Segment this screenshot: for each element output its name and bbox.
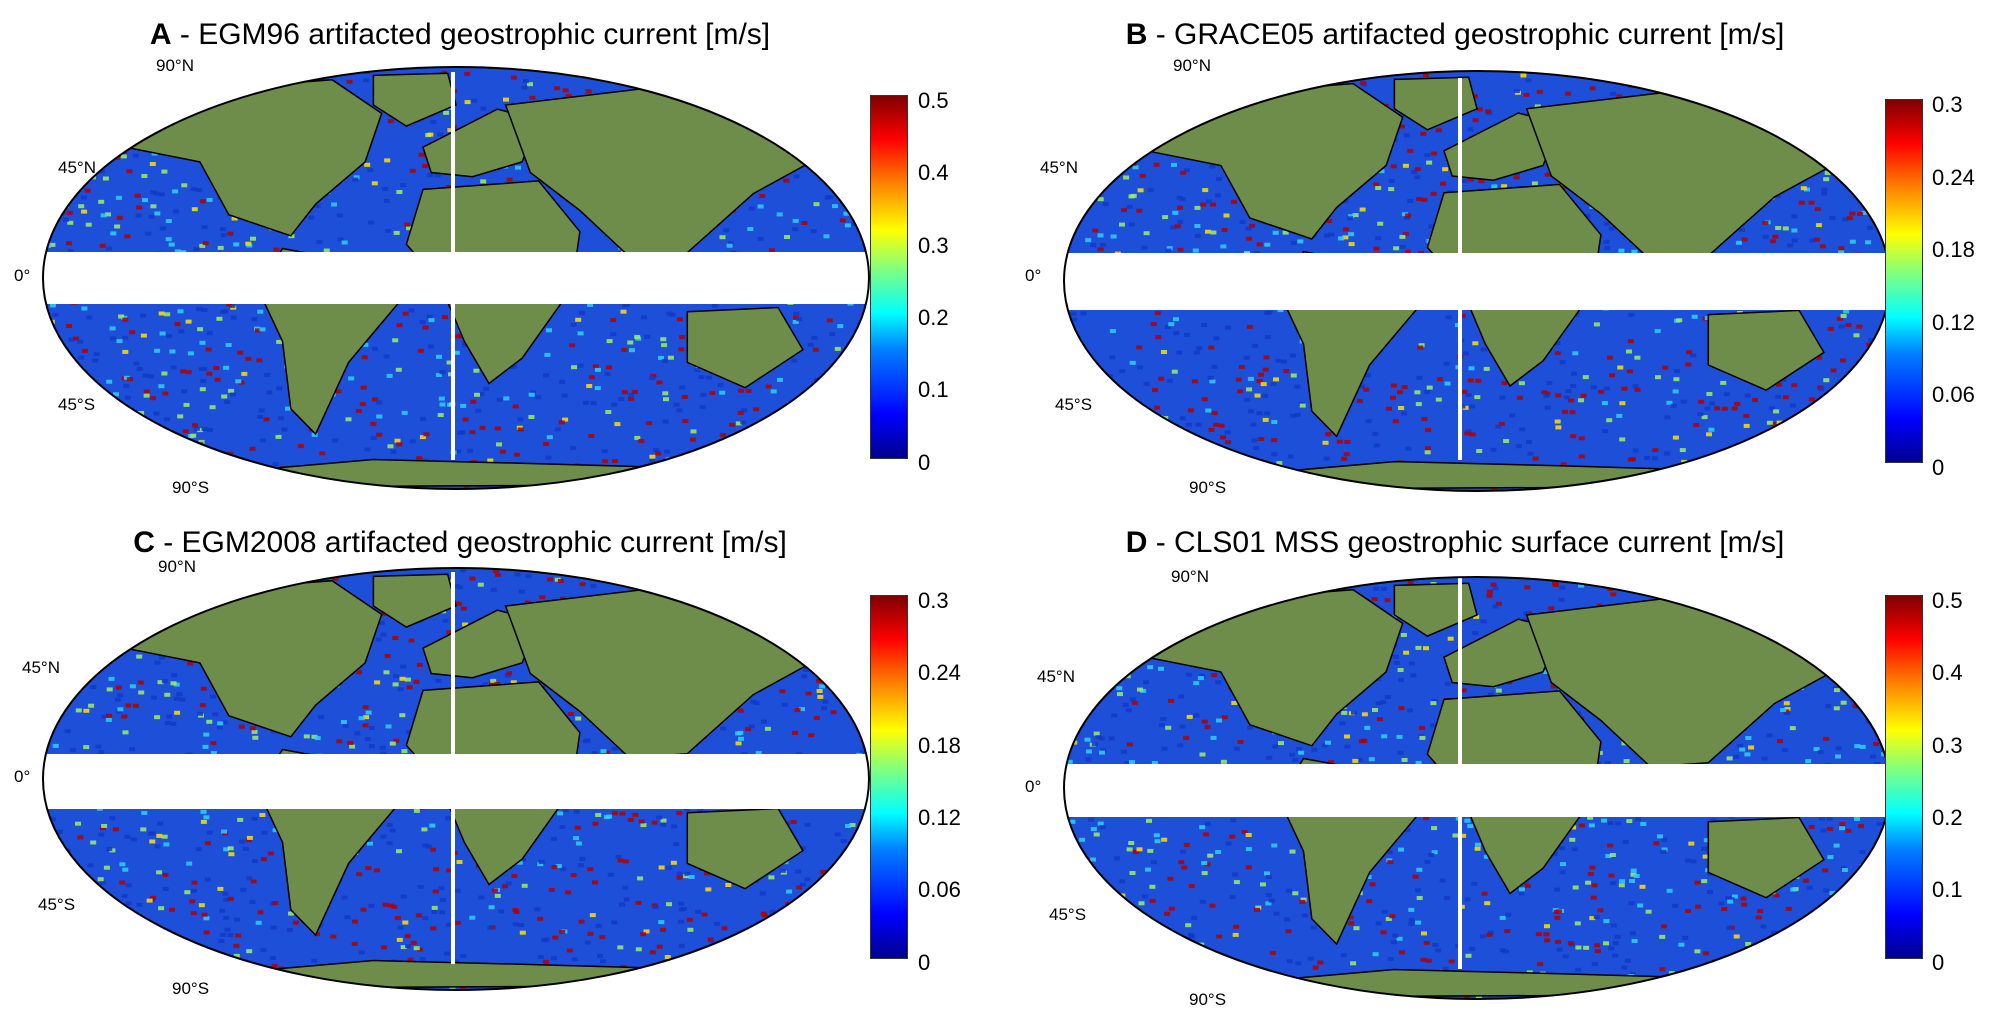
- colorbar-tick: 0.4: [918, 160, 949, 185]
- colorbar: [870, 95, 908, 459]
- landmass-northAmerica: [124, 78, 383, 237]
- equator-mask-band: [1064, 253, 1890, 310]
- colorbar-tick: 0.24: [1932, 165, 1975, 190]
- colorbar-tick: 0: [1932, 455, 1945, 480]
- lat-label-90s: 90°S: [172, 979, 210, 998]
- colorbar-tick: 0: [918, 450, 931, 475]
- landmass-greenland: [372, 573, 457, 628]
- panel-title-text: - CLS01 MSS geostrophic surface current …: [1147, 526, 1785, 559]
- panel-letter: B: [1125, 18, 1148, 51]
- colorbar-tick: 0.1: [918, 377, 949, 402]
- colorbar-tick: 0.5: [1932, 588, 1963, 613]
- colorbar-tick: 0.12: [1932, 310, 1975, 335]
- colorbar-tick: 0.3: [918, 588, 949, 613]
- meridian-gap: [1458, 577, 1462, 969]
- lat-label-90n: 90°N: [1173, 56, 1211, 75]
- map-frame: [42, 66, 870, 490]
- lat-label-45n: 45°N: [1040, 158, 1078, 177]
- meridian-gap: [451, 72, 455, 460]
- lat-label-90s: 90°S: [1189, 478, 1227, 497]
- colorbar-tick: 0.5: [918, 88, 949, 113]
- lat-label-90s: 90°S: [1189, 990, 1227, 1009]
- landmass-europe: [1443, 112, 1561, 181]
- lat-label-45s: 45°S: [1049, 905, 1087, 924]
- landmass-northAmerica: [124, 579, 383, 738]
- panel-title-text: - EGM96 artifacted geostrophic current […: [171, 18, 771, 51]
- panel-title: B - GRACE05 artifacted geostrophic curre…: [995, 18, 1915, 52]
- colorbar-tick: 0.18: [1932, 237, 1975, 262]
- landmass-australia: [686, 807, 804, 890]
- world-map: [1063, 576, 1891, 1000]
- colorbar-tick: 0.2: [918, 305, 949, 330]
- colorbar: [1885, 595, 1923, 959]
- panel-a: A - EGM96 artifacted geostrophic current…: [0, 0, 995, 509]
- lat-label-90n: 90°N: [1171, 567, 1209, 586]
- equator-mask-band: [43, 252, 869, 304]
- colorbar-tick: 0.3: [1932, 733, 1963, 758]
- lat-label-0: 0°: [1025, 266, 1042, 285]
- landmass-australia: [1707, 309, 1825, 392]
- map-body: [1064, 71, 1890, 491]
- panel-title: C - EGM2008 artifacted geostrophic curre…: [0, 526, 920, 560]
- landmass-greenland: [1393, 582, 1478, 637]
- landmass-australia: [686, 306, 804, 389]
- equator-mask-band: [1064, 764, 1890, 817]
- panel-letter: D: [1125, 526, 1148, 559]
- lat-label-45s: 45°S: [58, 395, 96, 414]
- lat-label-45n: 45°N: [58, 158, 96, 177]
- colorbar-tick: 0.06: [1932, 382, 1975, 407]
- colorbar-tick: 0.06: [918, 877, 961, 902]
- world-map: [42, 567, 870, 991]
- meridian-gap: [451, 572, 455, 964]
- map-frame: [42, 567, 870, 991]
- lat-label-45n: 45°N: [22, 658, 60, 677]
- lat-label-90s: 90°S: [172, 478, 210, 497]
- colorbar-tick: 0.1: [1932, 877, 1963, 902]
- map-body: [1064, 577, 1890, 999]
- colorbar-tick: 0: [918, 950, 931, 975]
- landmass-australia: [1707, 816, 1825, 899]
- equator-mask-band: [43, 754, 869, 809]
- colorbar: [870, 595, 908, 959]
- landmass-greenland: [1393, 76, 1478, 131]
- landmass-northAmerica: [1145, 82, 1404, 240]
- lat-label-45n: 45°N: [1037, 667, 1075, 686]
- landmass-greenland: [372, 72, 457, 127]
- panel-title: D - CLS01 MSS geostrophic surface curren…: [995, 526, 1915, 560]
- panel-title: A - EGM96 artifacted geostrophic current…: [0, 18, 920, 52]
- panel-title-text: - EGM2008 artifacted geostrophic current…: [154, 526, 787, 559]
- landmass-europe: [1443, 618, 1561, 688]
- panel-letter: C: [133, 526, 155, 559]
- lat-label-0: 0°: [1025, 777, 1042, 796]
- lat-label-45s: 45°S: [38, 895, 76, 914]
- lat-label-90n: 90°N: [158, 557, 196, 576]
- colorbar: [1885, 99, 1923, 463]
- landmass-northAmerica: [1145, 588, 1404, 747]
- lat-label-90n: 90°N: [156, 56, 194, 75]
- colorbar-tick: 0.12: [918, 805, 961, 830]
- panel-c: C - EGM2008 artifacted geostrophic curre…: [0, 509, 995, 1018]
- continents: [124, 573, 813, 989]
- colorbar-tick: 0.24: [918, 660, 961, 685]
- panel-title-text: - GRACE05 artifacted geostrophic current…: [1147, 18, 1785, 51]
- map-body: [43, 67, 869, 489]
- lat-label-0: 0°: [14, 266, 31, 285]
- colorbar-tick: 0.2: [1932, 805, 1963, 830]
- lat-label-0: 0°: [14, 767, 31, 786]
- colorbar-tick: 0: [1932, 950, 1945, 975]
- map-body: [43, 568, 869, 990]
- colorbar-tick: 0.18: [918, 733, 961, 758]
- lat-label-45s: 45°S: [1055, 395, 1093, 414]
- panel-letter: A: [149, 18, 172, 51]
- world-map: [1063, 70, 1891, 492]
- world-map: [42, 66, 870, 490]
- panel-b: B - GRACE05 artifacted geostrophic curre…: [995, 0, 1990, 509]
- colorbar-tick: 0.3: [1932, 92, 1963, 117]
- colorbar-tick: 0.3: [918, 233, 949, 258]
- colorbar-tick: 0.4: [1932, 660, 1963, 685]
- panel-d: D - CLS01 MSS geostrophic surface curren…: [995, 509, 1990, 1018]
- meridian-gap: [1458, 78, 1462, 460]
